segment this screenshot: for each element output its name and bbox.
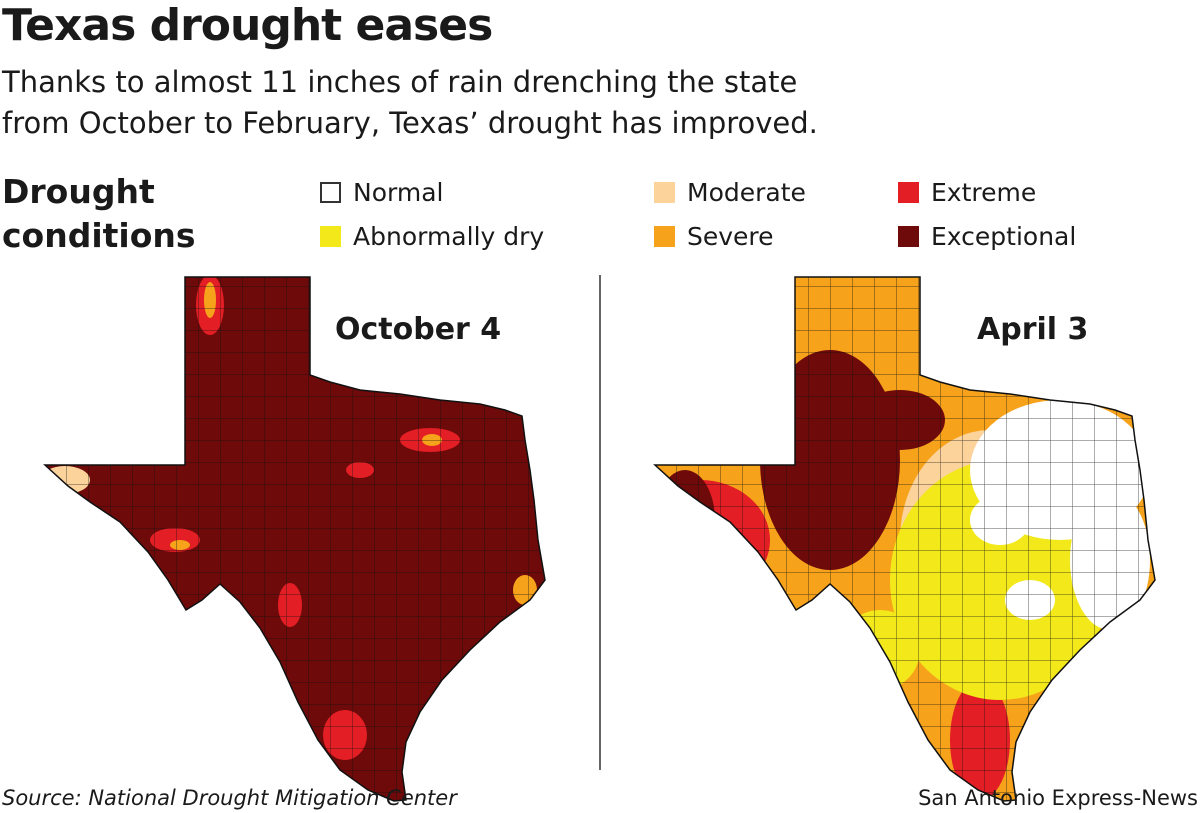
map-april-3: [655, 277, 1155, 801]
headline: Texas drought eases: [2, 0, 493, 51]
legend-label: Severe: [687, 222, 774, 251]
legend-swatch: [898, 226, 919, 247]
legend-swatch: [320, 182, 341, 203]
legend-swatch: [898, 182, 919, 203]
legend-heading-line-2: conditions: [2, 216, 196, 255]
legend-heading: Drought conditions: [2, 170, 196, 258]
subtitle-line-2: from October to February, Texas’ drought…: [2, 106, 818, 140]
legend-swatch: [320, 226, 341, 247]
source: Source: National Drought Mitigation Cent…: [2, 786, 457, 810]
map-october-4: [45, 277, 545, 801]
legend-swatch: [654, 226, 675, 247]
credit: San Antonio Express-News: [918, 786, 1198, 810]
map-title-october: October 4: [335, 312, 502, 347]
legend-swatch: [654, 182, 675, 203]
divider: [599, 275, 601, 770]
legend-label: Moderate: [687, 178, 806, 207]
legend-item-moderate: Moderate: [654, 178, 806, 207]
legend-label: Normal: [353, 178, 444, 207]
legend-label: Extreme: [931, 178, 1037, 207]
legend-label: Exceptional: [931, 222, 1077, 251]
map-title-april: April 3: [977, 312, 1089, 347]
legend-heading-line-1: Drought: [2, 172, 155, 211]
subtitle: Thanks to almost 11 inches of rain drenc…: [2, 62, 1002, 144]
subtitle-line-1: Thanks to almost 11 inches of rain drenc…: [2, 65, 798, 99]
legend-item-normal: Normal: [320, 178, 443, 207]
legend-item-exceptional: Exceptional: [898, 222, 1076, 251]
legend-item-abnormally-dry: Abnormally dry: [320, 222, 544, 251]
legend-item-extreme: Extreme: [898, 178, 1036, 207]
legend-label: Abnormally dry: [353, 222, 545, 251]
legend-item-severe: Severe: [654, 222, 774, 251]
